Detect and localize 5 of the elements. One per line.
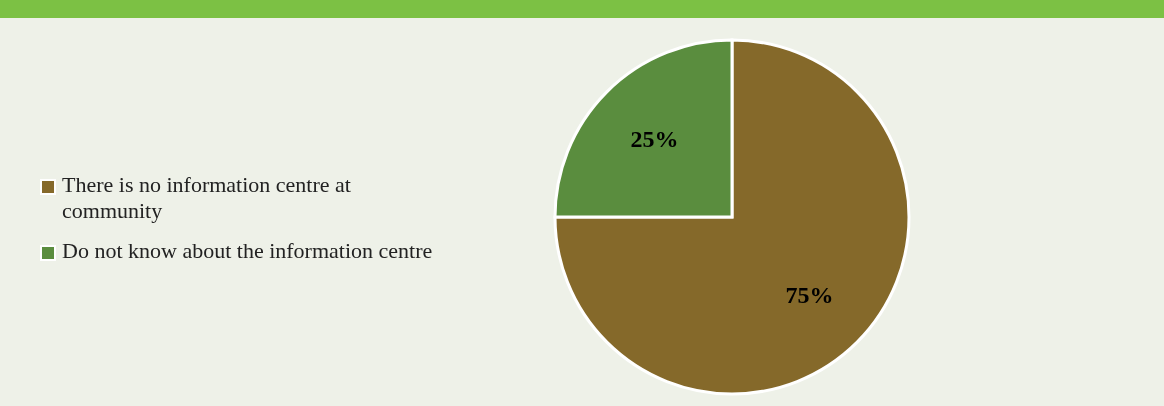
data-label: 25% [630,126,679,153]
legend-label: Do not know about the information centre [62,238,434,264]
data-label: 75% [785,281,834,308]
pie-slice [553,38,911,396]
legend-label: There is no information centre at community [62,172,352,224]
